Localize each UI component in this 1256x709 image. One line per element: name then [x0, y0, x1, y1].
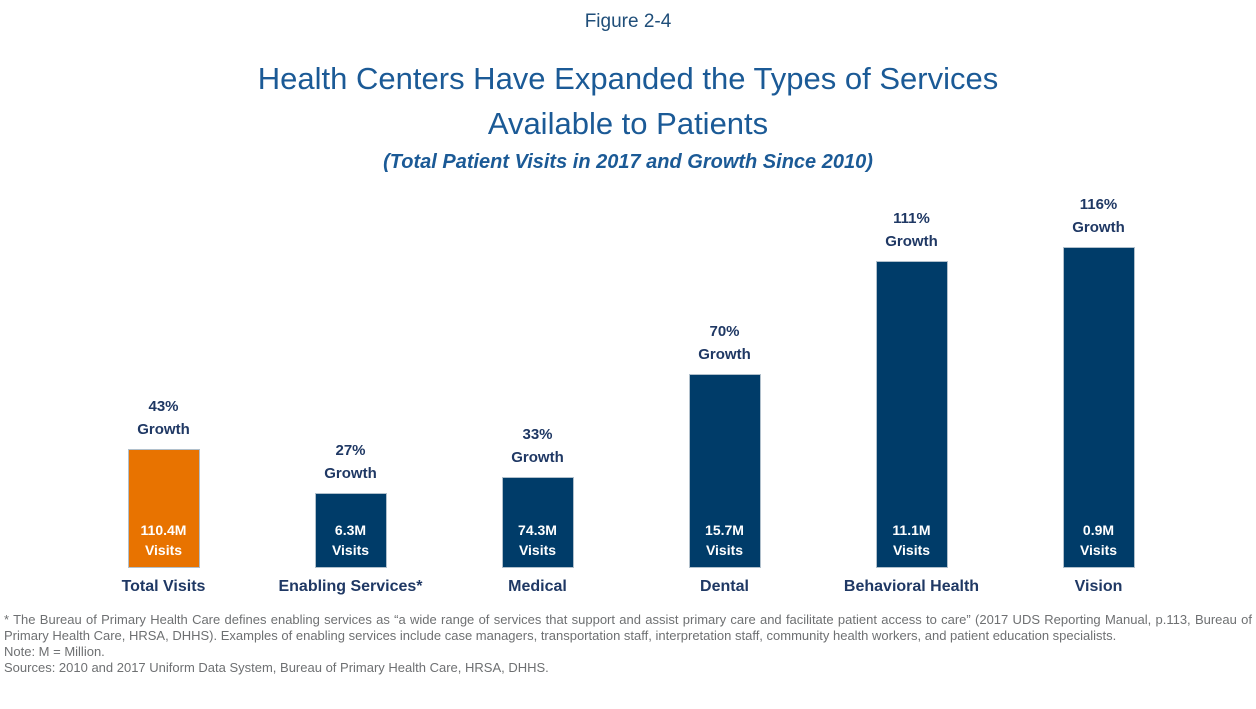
growth-percent: 70% — [709, 323, 740, 340]
category-label: Medical — [508, 578, 567, 595]
bar-group: 43% Growth 110.4M Visits Total Visits — [70, 185, 257, 597]
bar: 15.7M Visits — [688, 374, 761, 568]
visits-value: 15.7M — [705, 522, 744, 538]
bar-plot-area: 27% Growth 6.3M Visits — [257, 185, 444, 568]
footnote-sources: Sources: 2010 and 2017 Uniform Data Syst… — [4, 660, 549, 675]
category-label: Behavioral Health — [843, 578, 980, 595]
growth-word: Growth — [1072, 219, 1125, 236]
growth-percent: 43% — [148, 398, 179, 415]
bar-plot-area: 116% Growth 0.9M Visits — [1005, 185, 1192, 568]
growth-label: 70% Growth — [698, 320, 751, 366]
bar-group: 27% Growth 6.3M Visits Enabling Services* — [257, 185, 444, 597]
visits-word: Visits — [331, 542, 370, 558]
growth-label: 116% Growth — [1072, 193, 1125, 239]
visits-word: Visits — [1079, 542, 1118, 558]
chart-title: Health Centers Have Expanded the Types o… — [0, 56, 1256, 146]
footnote-note: Note: M = Million. — [4, 644, 105, 659]
growth-word: Growth — [698, 346, 751, 363]
visits-label: 11.1M Visits — [892, 520, 930, 560]
bar-group: 111% Growth 11.1M Visits Behavioral Health — [818, 185, 1005, 597]
visits-label: 15.7M Visits — [705, 520, 744, 560]
bar-group: 33% Growth 74.3M Visits Medical — [444, 185, 631, 597]
growth-label: 33% Growth — [511, 423, 564, 469]
visits-word: Visits — [518, 542, 557, 558]
bar-plot-area: 33% Growth 74.3M Visits — [444, 185, 631, 568]
visits-word: Visits — [892, 542, 931, 558]
visits-value: 74.3M — [518, 522, 557, 538]
bar-plot-area: 70% Growth 15.7M Visits — [631, 185, 818, 568]
category-label: Enabling Services* — [278, 578, 423, 595]
figure-label: Figure 2-4 — [584, 11, 672, 32]
growth-label: 27% Growth — [324, 439, 377, 485]
visits-value: 110.4M — [140, 522, 187, 538]
bar: 0.9M Visits — [1062, 247, 1135, 568]
growth-label: 111% Growth — [885, 207, 938, 253]
bar: 110.4M Visits — [127, 449, 200, 568]
bar: 11.1M Visits — [875, 261, 948, 568]
bar-chart: 43% Growth 110.4M Visits Total Visits 27% Grow… — [70, 185, 1192, 597]
chart-title-line2: Available to Patients — [487, 106, 769, 141]
category-label: Dental — [700, 578, 749, 595]
category-label: Total Visits — [121, 578, 206, 595]
footnote-enabling-services: * The Bureau of Primary Health Care defi… — [4, 612, 1252, 643]
visits-value: 6.3M — [334, 522, 367, 538]
bar-group: 70% Growth 15.7M Visits Dental — [631, 185, 818, 597]
bar: 74.3M Visits — [501, 477, 574, 568]
bar-plot-area: 111% Growth 11.1M Visits — [818, 185, 1005, 568]
bar: 6.3M Visits — [314, 493, 387, 568]
growth-percent: 116% — [1079, 196, 1118, 213]
category-label: Vision — [1074, 578, 1123, 595]
visits-label: 74.3M Visits — [518, 520, 557, 560]
bar-plot-area: 43% Growth 110.4M Visits — [70, 185, 257, 568]
visits-label: 0.9M Visits — [1080, 520, 1117, 560]
growth-word: Growth — [511, 449, 564, 466]
visits-label: 110.4M Visits — [141, 520, 187, 560]
growth-percent: 27% — [335, 442, 366, 459]
bar-group: 116% Growth 0.9M Visits Vision — [1005, 185, 1192, 597]
growth-word: Growth — [137, 421, 190, 438]
growth-percent: 33% — [522, 426, 553, 443]
growth-word: Growth — [885, 233, 938, 250]
visits-label: 6.3M Visits — [332, 520, 369, 560]
growth-percent: 111% — [893, 210, 930, 227]
visits-value: 11.1M — [892, 522, 931, 538]
growth-word: Growth — [324, 465, 377, 482]
growth-label: 43% Growth — [137, 395, 190, 441]
visits-word: Visits — [705, 542, 744, 558]
chart-title-line1: Health Centers Have Expanded the Types o… — [257, 61, 999, 96]
chart-subtitle: (Total Patient Visits in 2017 and Growth… — [383, 151, 873, 173]
visits-value: 0.9M — [1082, 522, 1115, 538]
visits-word: Visits — [144, 542, 183, 558]
footnotes: * The Bureau of Primary Health Care defi… — [0, 612, 1256, 676]
